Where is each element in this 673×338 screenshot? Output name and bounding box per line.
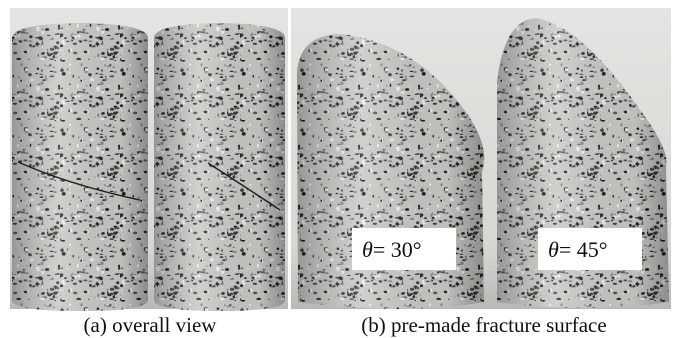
theta: θ	[548, 237, 559, 262]
angle-value: = 45°	[559, 237, 608, 262]
angle-value: = 30°	[373, 237, 422, 262]
caption: (a) overall view	[84, 313, 218, 337]
cylinder-shade	[154, 23, 285, 311]
figure: θ= 30° θ= 45° (a) overall view (b) pre-m…	[0, 0, 673, 338]
figure-canvas: θ= 30° θ= 45° (a) overall view (b) pre-m…	[0, 0, 673, 338]
theta: θ	[362, 237, 373, 262]
cylinder-shade	[12, 23, 148, 311]
caption: (b) pre-made fracture surface	[361, 313, 606, 337]
angle-label: θ= 45°	[548, 237, 608, 262]
angle-label: θ= 30°	[362, 237, 422, 262]
